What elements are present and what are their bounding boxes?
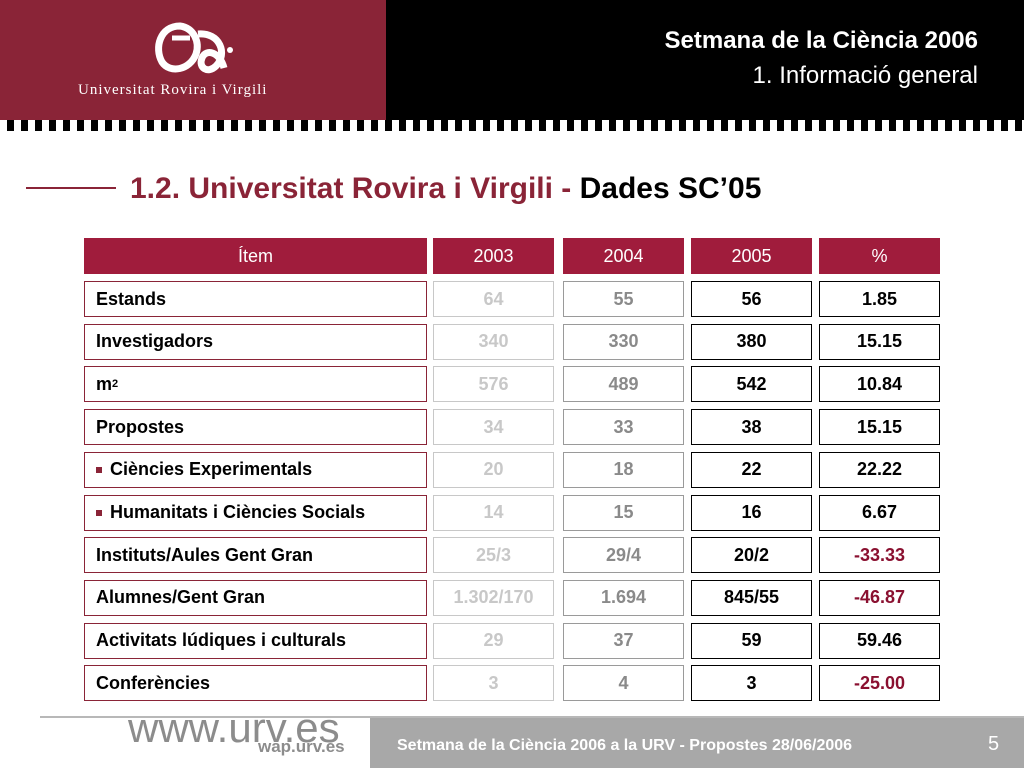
- header-brand-panel: Universitat Rovira i Virgili: [0, 0, 386, 122]
- row-item-label: Alumnes/Gent Gran: [96, 587, 266, 608]
- university-logo-icon: [155, 22, 233, 74]
- value-percent: 15.15: [819, 409, 940, 446]
- value-percent: -25.00: [819, 665, 940, 702]
- value-2004: 18: [563, 451, 684, 488]
- footer-text: Setmana de la Ciència 2006 a la URV - Pr…: [397, 737, 853, 754]
- section-title-main: 1.2. Universitat Rovira i Virgili -: [130, 172, 572, 205]
- page-number: 5: [988, 733, 1000, 755]
- bullet-icon: [96, 509, 102, 516]
- header-title: Setmana de la Ciència 2006: [664, 27, 979, 54]
- row-item: Ciències Experimentals: [84, 451, 427, 488]
- row-item-label: m: [96, 373, 113, 394]
- value-2004: 55: [563, 281, 684, 317]
- header-percent: %: [819, 238, 940, 274]
- row-item-label: Activitats lúdiques i culturals: [96, 630, 347, 651]
- header-subtitle: 1. Informació general: [752, 62, 978, 89]
- header-2003: 2003: [433, 238, 554, 274]
- header-border-gap: [0, 131, 1024, 134]
- value-percent: 22.22: [819, 451, 940, 488]
- row-item: Alumnes/Gent Gran: [84, 579, 427, 616]
- section-title: 1.2. Universitat Rovira i Virgili - Dade…: [130, 172, 761, 206]
- value-2004: 1.694: [563, 579, 684, 616]
- section-rule: [26, 187, 116, 189]
- row-item-label: Estands: [96, 288, 167, 309]
- value-2003: 25/3: [433, 537, 554, 574]
- row-item: Conferències: [84, 665, 427, 702]
- value-2003: 1.302/170: [433, 579, 554, 616]
- footer-url-wap[interactable]: wap.urv.es: [258, 737, 345, 756]
- footer-url-main[interactable]: www.urv.es: [128, 704, 340, 751]
- value-2004: 15: [563, 494, 684, 531]
- value-2004: 29/4: [563, 537, 684, 574]
- value-2003: 3: [433, 665, 554, 702]
- value-2003: 576: [433, 366, 554, 403]
- row-item-label: Investigadors: [96, 331, 214, 352]
- value-2004: 4: [563, 665, 684, 702]
- value-2005: 56: [691, 281, 812, 317]
- value-2003: 29: [433, 622, 554, 659]
- value-percent: 59.46: [819, 622, 940, 659]
- value-2004: 37: [563, 622, 684, 659]
- row-item-superscript: 2: [112, 378, 119, 391]
- header-2004: 2004: [563, 238, 684, 274]
- value-2005: 59: [691, 622, 812, 659]
- row-item-label: Ciències Experimentals: [110, 459, 313, 480]
- row-item-label: Conferències: [96, 672, 211, 693]
- row-item: Investigadors: [84, 323, 427, 360]
- row-item: Humanitats i Ciències Socials: [84, 494, 427, 531]
- row-item-label: Instituts/Aules Gent Gran: [96, 544, 314, 565]
- value-percent: 6.67: [819, 494, 940, 531]
- row-item-label: Propostes: [96, 416, 185, 437]
- university-name: Universitat Rovira i Virgili: [78, 82, 268, 98]
- row-item-label: Humanitats i Ciències Socials: [110, 502, 366, 522]
- value-2005: 22: [691, 451, 812, 488]
- value-2005: 20/2: [691, 537, 812, 574]
- value-percent: 1.85: [819, 281, 940, 317]
- value-2003: 14: [433, 494, 554, 531]
- value-2005: 3: [691, 665, 812, 702]
- value-2005: 16: [691, 494, 812, 531]
- value-percent: 10.84: [819, 366, 940, 403]
- section-title-suffix: Dades SC’05: [579, 172, 762, 205]
- value-2003: 340: [433, 323, 554, 360]
- value-percent: -33.33: [819, 537, 940, 574]
- value-2004: 489: [563, 366, 684, 403]
- header-title-panel: Setmana de la Ciència 2006 1. Informació…: [386, 0, 1024, 122]
- value-percent: -46.87: [819, 579, 940, 616]
- row-item: Instituts/Aules Gent Gran: [84, 537, 427, 574]
- row-item: Estands: [84, 281, 427, 317]
- row-item: Propostes: [84, 409, 427, 446]
- value-2005: 380: [691, 323, 812, 360]
- footer-bar: [370, 718, 1024, 768]
- footer-rule: [40, 716, 1024, 718]
- value-2005: 38: [691, 409, 812, 446]
- value-2003: 64: [433, 281, 554, 317]
- header-item: Ítem: [84, 238, 427, 274]
- value-2003: 20: [433, 451, 554, 488]
- value-2003: 34: [433, 409, 554, 446]
- header-dashed-border: [0, 120, 1024, 134]
- header-2005: 2005: [691, 238, 812, 274]
- value-2004: 330: [563, 323, 684, 360]
- value-2005: 542: [691, 366, 812, 403]
- value-percent: 15.15: [819, 323, 940, 360]
- value-2004: 33: [563, 409, 684, 446]
- bullet-icon: [96, 466, 102, 473]
- value-2005: 845/55: [691, 579, 812, 616]
- row-item: Activitats lúdiques i culturals: [84, 622, 427, 659]
